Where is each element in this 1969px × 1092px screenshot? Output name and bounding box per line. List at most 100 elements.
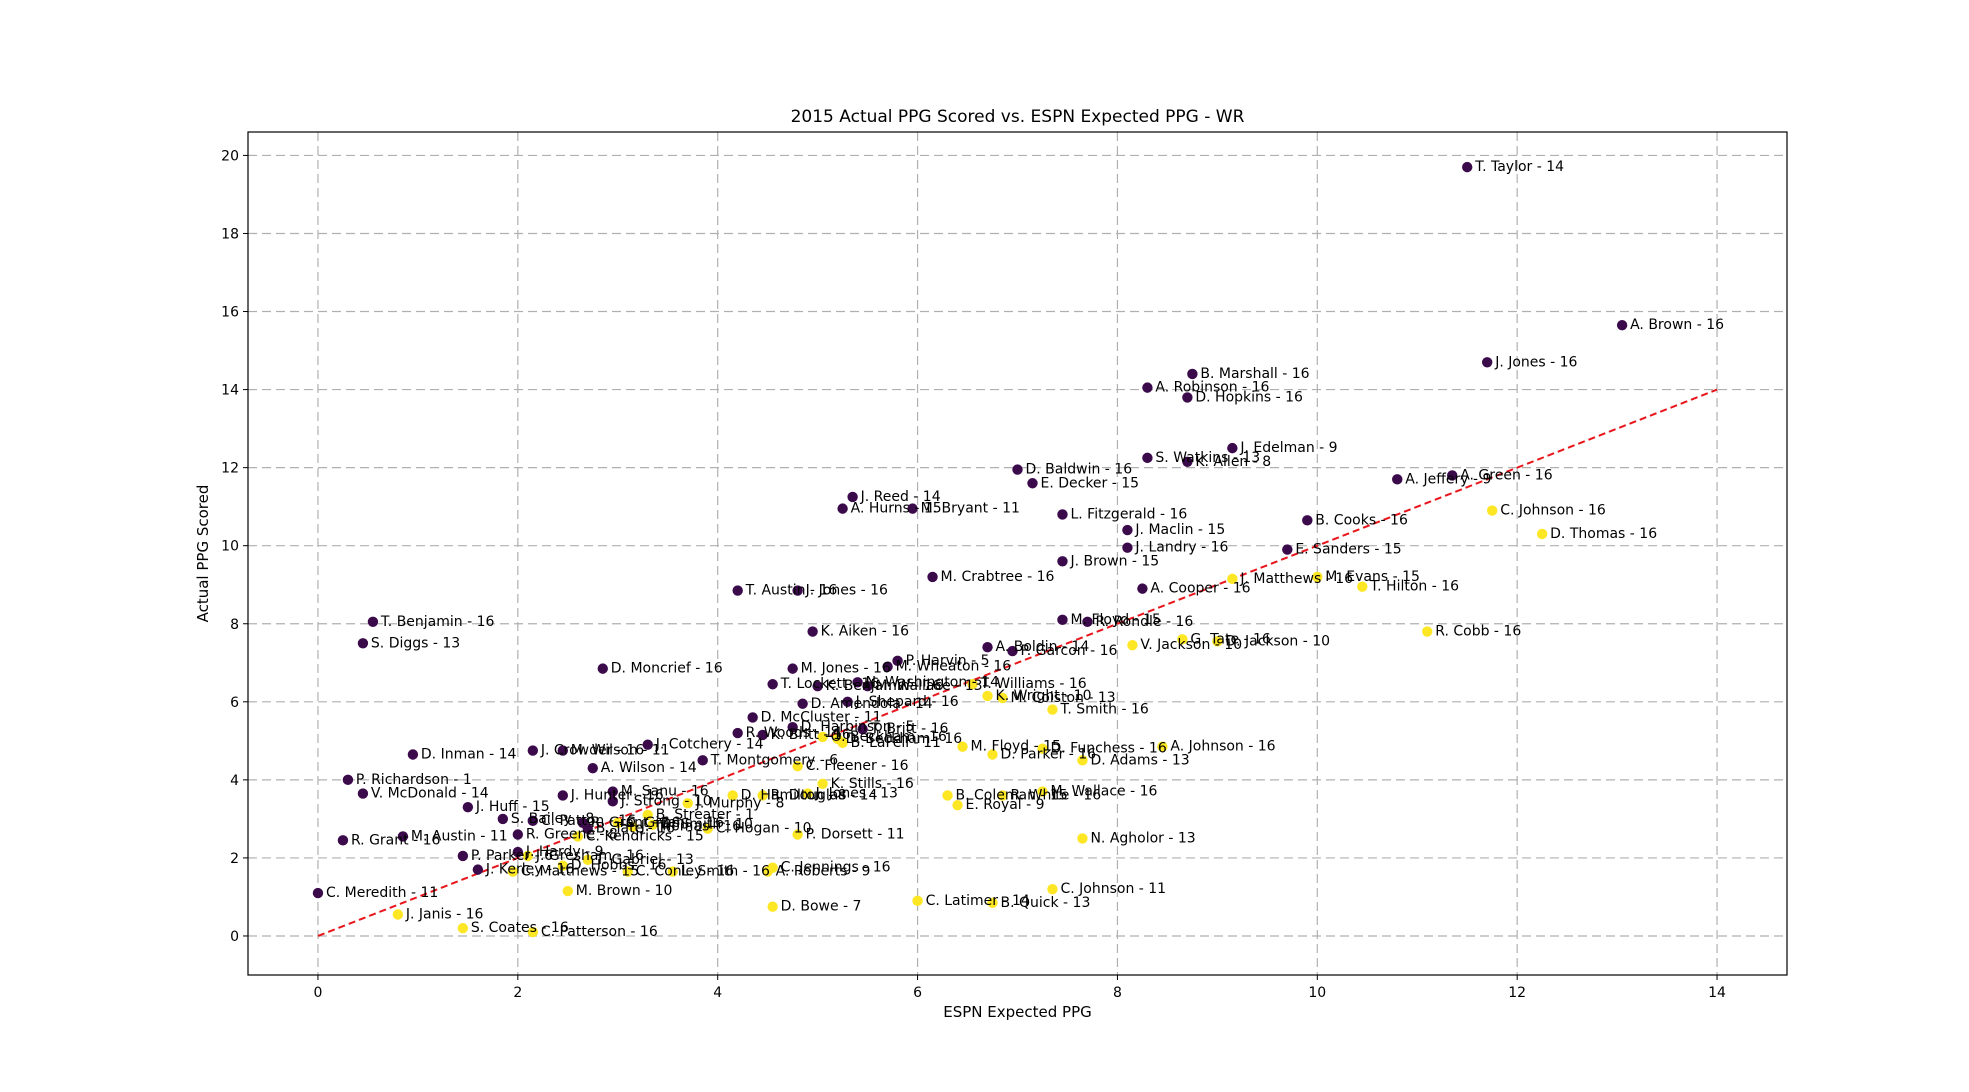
data-point-label: D. Harbinson - 5 [801,719,915,735]
data-point-label: C. Conley - 16 [636,864,735,880]
data-point-label: T. Gabriel - 13 [595,852,694,868]
data-point-label: C. Jennings - 16 [781,860,891,876]
data-point [1012,464,1023,475]
y-tick-label: 16 [221,305,239,321]
data-point-label: J. Jones - 16 [1494,354,1577,370]
data-point-label: S. Bailey - 8 [511,811,595,827]
data-point [512,846,524,858]
data-point [1142,452,1153,464]
data-point-label: D. Moncrief - 16 [611,661,723,677]
data-point [882,661,893,672]
plot-area-frame [247,131,1788,976]
reference-line-group [317,388,1718,937]
data-point [907,503,918,514]
data-point [1082,616,1093,627]
data-point [572,831,583,842]
data-point [1357,581,1368,592]
data-point-label: J. Jones - 16 [805,583,888,599]
data-point [582,823,593,834]
y-axis-label: Actual PPG Scored [194,485,212,623]
data-point [847,491,858,503]
data-point-label: M. Brown - 10 [576,883,673,899]
data-point [1177,634,1188,645]
data-point-label: R. Cobb - 16 [1435,624,1521,640]
data-point-label: K. Britt - 16 [771,727,851,743]
data-point-label: P. Parker - 6 [471,848,553,864]
x-tick-label: 4 [713,985,722,1001]
data-point-label: J. Cotchery - 14 [655,737,764,753]
data-point-label: T. Benjamin - 16 [380,614,495,630]
data-point-label: G. Tate - 16 [1190,631,1271,647]
data-point [757,729,768,741]
data-point [507,866,519,877]
x-tick-label: 10 [1308,985,1326,1001]
data-point-label: D. Smith - 10 [661,817,753,833]
data-point [622,866,633,877]
data-point [1536,528,1548,540]
data-point [1481,357,1493,368]
data-point [607,786,618,797]
data-point [597,663,608,674]
data-point [522,850,534,862]
data-point-label: B. Tate - 16 [596,821,675,837]
data-point [587,762,598,774]
data-point [927,571,938,583]
data-point-label: J. Crowder - 16 [540,743,644,759]
data-point [817,731,828,743]
data-point-label: D. Jackson - 10 [1225,633,1330,649]
data-point-label: J. Brown - 15 [1069,553,1159,569]
data-point-label: A. Brown - 16 [1630,317,1724,333]
data-point-label: M. Crabtree - 16 [941,569,1055,585]
data-point-label: B. LaFell - 11 [851,735,941,751]
data-points [312,161,1628,938]
data-point [792,829,803,840]
data-point [1616,319,1628,331]
data-point [792,585,803,596]
data-point [612,817,623,828]
data-point [607,796,618,807]
y-tick-label: 2 [230,851,239,867]
data-point [912,895,923,907]
data-point-label: C. Johnson - 11 [1060,881,1166,897]
data-point-label: T. Smith - 16 [1059,702,1148,718]
data-point [357,788,369,799]
data-point-label: J. Kerley - 16 [485,862,575,878]
y-tick-label: 14 [221,383,239,399]
data-point-label: J. Murphy - 8 [695,795,785,811]
data-point-label: R. White - 16 [1011,787,1102,803]
data-point-label: M. Evans - 15 [1325,569,1420,585]
data-point [732,727,743,739]
data-point-label: D. Parker - 16 [1001,746,1097,762]
data-point [392,909,404,920]
data-point [792,761,803,772]
data-point-label: D. Amendola - 14 [811,696,933,712]
data-point-label: P. Garcon - 16 [1021,643,1118,659]
data-point [1142,382,1153,393]
data-point-label: P. Harvin - 5 [906,653,990,669]
data-point-label: J. Reed - 14 [860,489,941,505]
data-point-label: J. Thomas - 16 [640,819,741,835]
data-point [457,922,469,934]
data-point [1392,474,1403,485]
data-point [982,690,993,702]
data-point-label: T. Taylor - 14 [1474,159,1564,175]
data-point [702,823,713,834]
data-point-label: P. Richardson - 1 [356,772,472,788]
data-point-label: S. Diggs - 13 [371,635,460,651]
data-point-label: C. Matthews - 15 [521,864,639,880]
data-point-label: M. Floyd - 15 [971,739,1061,755]
data-point-label: A. Cooper - 16 [1150,581,1250,597]
x-tick-label: 2 [513,985,522,1001]
data-point-label: T. Williams - 16 [980,676,1087,692]
data-point-label: K. Stills - 16 [831,776,914,792]
data-point [1422,626,1433,637]
data-point [1057,509,1068,520]
data-point [1212,636,1223,647]
data-point [982,641,993,653]
reference-line [317,388,1718,937]
data-point [892,655,903,667]
data-point-label: R. Greene - 8 [526,827,618,843]
data-point [1047,704,1058,715]
data-point-label: M. Wallace - 13 [876,678,983,694]
